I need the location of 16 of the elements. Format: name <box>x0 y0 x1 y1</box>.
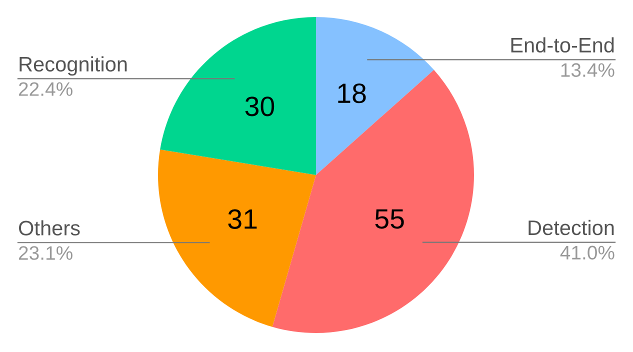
text: 55 <box>375 209 404 229</box>
slice-label: End-to-End <box>511 37 614 53</box>
text: 30 <box>245 96 274 116</box>
text: 31 <box>228 209 257 229</box>
pie-slice <box>160 17 316 175</box>
pie-slice <box>158 150 316 327</box>
data-label: 13.4% <box>561 63 614 77</box>
slice-label: Detection <box>528 220 614 236</box>
data-label: 41.0% <box>560 246 614 260</box>
pie-slice <box>316 17 434 175</box>
slice-label: Others <box>18 220 80 236</box>
data-label: 23.1% <box>18 246 72 260</box>
slice-label: Recognition <box>20 56 127 76</box>
text: 18 <box>338 83 366 104</box>
data-label: 22.4% <box>18 82 72 96</box>
pie-slice <box>272 70 474 333</box>
